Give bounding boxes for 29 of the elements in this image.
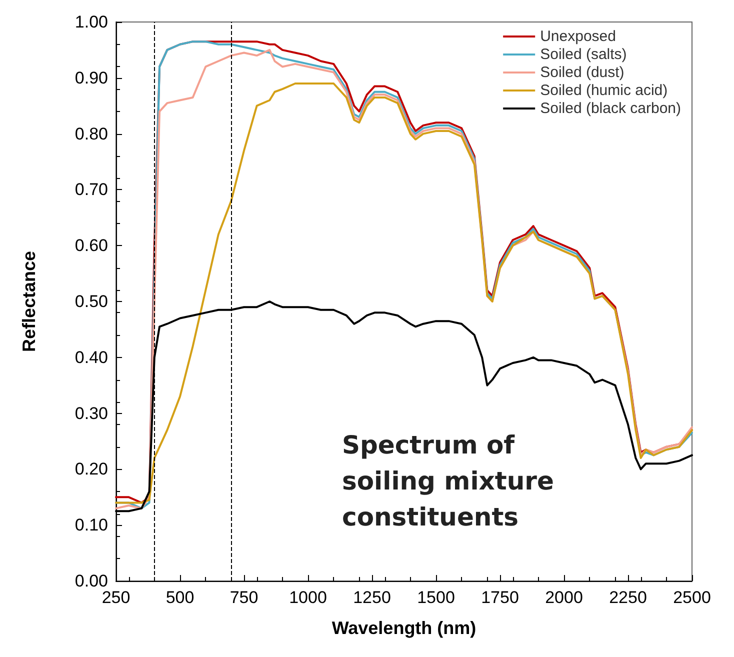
y-axis-title: Reflectance [19,250,39,352]
x-tick-label: 1500 [417,588,455,607]
annotation: Spectrum of soiling mixture constituents [342,430,563,532]
x-tick-label: 250 [102,588,130,607]
x-tick-label: 1750 [481,588,519,607]
x-tick-label: 750 [230,588,258,607]
y-tick-label: 0.10 [74,516,108,535]
x-tick-label: 2250 [609,588,647,607]
y-tick-label: 0.20 [74,460,108,479]
y-tick-label: 0.80 [74,124,108,144]
y-tick-label: 0.30 [74,404,108,423]
y-tick-label: 0.70 [74,180,108,200]
x-tick-label: 2500 [673,588,711,607]
x-tick-label: 2000 [545,588,583,607]
legend-label: Soiled (black carbon) [540,100,682,117]
x-tick-label: 1250 [353,588,391,607]
legend-label: Soiled (dust) [540,64,624,81]
y-tick-label: 0.90 [74,68,108,88]
x-axis-title: Wavelength (nm) [332,618,476,638]
y-tick-label: 0.60 [74,236,108,256]
y-tick-label: 1.00 [74,12,108,32]
y-tick-label: 0.50 [74,292,108,311]
x-tick-label: 1000 [289,588,327,607]
legend-label: Unexposed [540,28,616,45]
y-tick-label: 0.40 [74,348,108,367]
y-tick-label: 0.00 [74,572,108,590]
legend-label: Soiled (salts) [540,46,627,63]
x-tick-label: 500 [166,588,194,607]
legend-label: Soiled (humic acid) [540,82,668,99]
